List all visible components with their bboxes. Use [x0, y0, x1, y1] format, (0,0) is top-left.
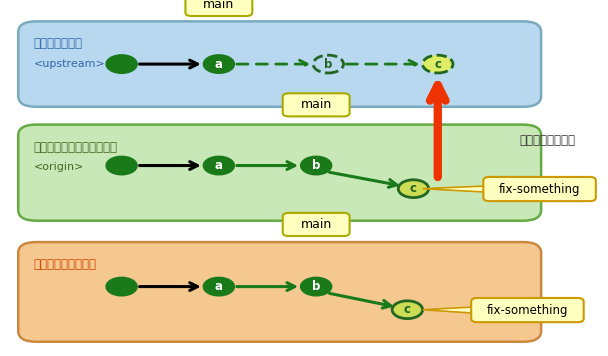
Circle shape [398, 180, 429, 198]
FancyBboxPatch shape [283, 213, 350, 236]
Circle shape [423, 55, 453, 73]
Text: main: main [203, 0, 235, 11]
Text: a: a [215, 159, 223, 172]
Circle shape [301, 157, 331, 174]
Circle shape [204, 157, 234, 174]
Text: a: a [215, 58, 223, 70]
Text: <upstream>: <upstream> [33, 59, 105, 69]
FancyBboxPatch shape [483, 177, 596, 201]
Polygon shape [423, 186, 486, 192]
Text: c: c [410, 182, 417, 195]
FancyBboxPatch shape [185, 0, 252, 16]
Text: fix-something: fix-something [486, 304, 568, 316]
Text: ローカルリポジトリ: ローカルリポジトリ [33, 258, 97, 271]
Text: main: main [300, 218, 332, 231]
Polygon shape [423, 307, 474, 313]
Text: 作業用リモートリポジトリ: 作業用リモートリポジトリ [33, 141, 117, 154]
Circle shape [106, 157, 137, 174]
Text: c: c [404, 303, 411, 316]
Text: b: b [312, 159, 320, 172]
Circle shape [301, 278, 331, 295]
Text: main: main [300, 98, 332, 111]
Text: b: b [312, 280, 320, 293]
Text: a: a [215, 280, 223, 293]
Circle shape [106, 55, 137, 73]
FancyBboxPatch shape [18, 125, 541, 221]
Text: c: c [434, 58, 441, 70]
Text: <origin>: <origin> [33, 162, 84, 172]
Text: 中央リポジトリ: 中央リポジトリ [33, 37, 83, 51]
FancyBboxPatch shape [471, 298, 584, 322]
Circle shape [204, 55, 234, 73]
FancyBboxPatch shape [283, 93, 350, 116]
FancyBboxPatch shape [18, 242, 541, 342]
Circle shape [204, 278, 234, 295]
FancyBboxPatch shape [18, 21, 541, 107]
Circle shape [106, 278, 137, 295]
Text: マージリクエスト: マージリクエスト [519, 134, 575, 147]
Circle shape [392, 301, 423, 319]
Text: fix-something: fix-something [499, 183, 581, 195]
Text: b: b [324, 58, 333, 70]
